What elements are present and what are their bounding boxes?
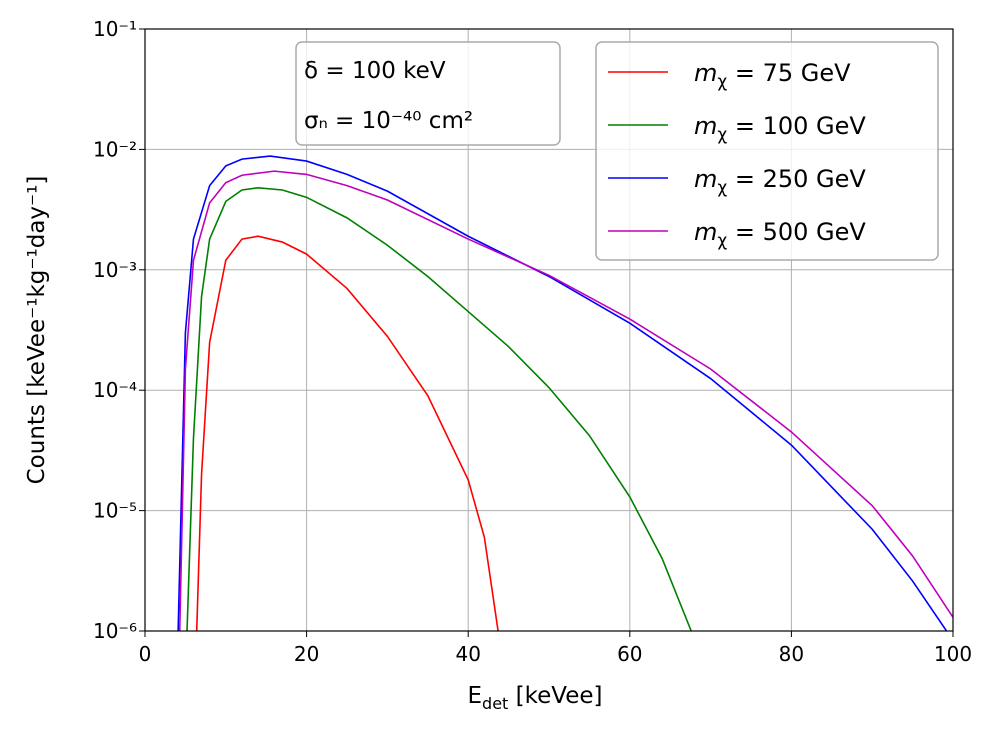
y-tick-label: 10⁻⁴ [93, 378, 137, 402]
x-label-sub: det [482, 694, 508, 713]
annotation: σₙ = 10⁻⁴⁰ cm² [304, 108, 473, 134]
annotation-box [295, 41, 561, 146]
series-line [186, 186, 692, 631]
x-tick-label: 80 [779, 642, 804, 666]
series-line [177, 155, 948, 631]
annotation: δ = 100 keV [304, 58, 446, 84]
legend-label: mχ = 500 GeV [694, 218, 866, 251]
y-axis-label: Counts [keVee⁻¹kg⁻¹day⁻¹] [24, 176, 50, 485]
x-tick-label: 20 [294, 642, 319, 666]
legend-box [595, 41, 939, 261]
y-tick-label: 10⁻³ [93, 258, 137, 282]
x-axis-label: Edet [keVee] [468, 683, 603, 713]
x-tick-label: 60 [617, 642, 642, 666]
y-tick-label: 10⁻² [93, 137, 137, 161]
legend-label: mχ = 100 GeV [694, 112, 866, 145]
y-tick-label: 10⁻⁶ [93, 619, 137, 643]
lines [177, 155, 953, 631]
series-line [178, 170, 953, 631]
legend: mχ = 75 GeV mχ = 100 GeV mχ = 250 GeV mχ = … [608, 59, 866, 251]
x-tick-label: 0 [139, 642, 152, 666]
x-label-unit: [keVee] [508, 683, 602, 709]
x-label-main: E [468, 683, 483, 709]
ticks: 0 20 40 60 80 100 10⁻⁶ 10⁻⁵ 10⁻⁴ 10⁻³ 10⁻² 10⁻¹ [93, 17, 972, 666]
legend-label: mχ = 250 GeV [694, 165, 866, 198]
y-tick-label: 10⁻⁵ [93, 499, 137, 523]
plot-frame [144, 28, 954, 632]
y-tick-label: 10⁻¹ [93, 17, 137, 41]
series-line [195, 235, 499, 631]
x-tick-label: 40 [455, 642, 480, 666]
x-tick-label: 100 [934, 642, 972, 666]
legend-label: mχ = 75 GeV [694, 59, 851, 92]
